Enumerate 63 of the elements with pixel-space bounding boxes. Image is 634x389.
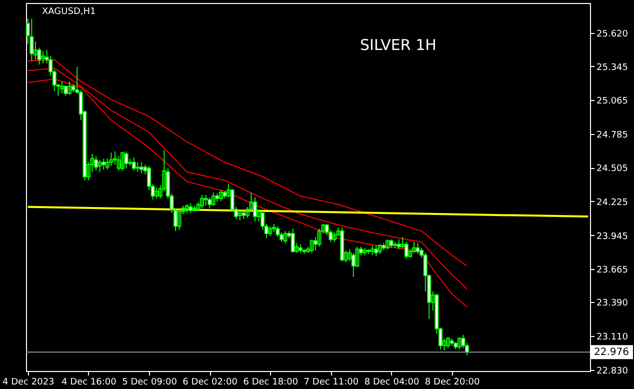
x-tick-label: 4 Dec 2023 <box>2 378 54 388</box>
candlestick <box>139 162 144 174</box>
y-tick-label: 25.345 <box>596 62 628 73</box>
y-tick-label: 25.065 <box>596 96 628 107</box>
y-tick-label: 24.785 <box>596 130 628 140</box>
candlestick <box>412 241 416 254</box>
candlestick <box>64 86 68 96</box>
candlestick <box>238 210 242 221</box>
candlestick <box>132 156 136 172</box>
candlestick <box>116 156 121 172</box>
candlestick <box>310 238 314 254</box>
candlestick <box>374 245 378 257</box>
candlestick <box>41 50 46 64</box>
candlestick <box>290 228 295 254</box>
candlestick <box>204 194 208 206</box>
y-tick-label: 25.620 <box>596 30 628 40</box>
candlestick <box>154 187 159 199</box>
candlestick <box>253 196 258 222</box>
candlestick <box>60 80 64 94</box>
y-tick-label: 23.390 <box>596 298 628 309</box>
y-tick-label: 22.830 <box>596 366 628 376</box>
candlestick <box>378 244 382 254</box>
y-tick-label: 23.110 <box>596 332 628 343</box>
y-tick-label: 24.505 <box>596 164 628 174</box>
candlestick <box>109 152 114 166</box>
candlestick <box>98 159 102 172</box>
candlestick <box>457 336 462 350</box>
candlestick <box>30 18 34 62</box>
candlestick <box>136 162 140 172</box>
candlestick <box>283 230 288 244</box>
candlestick <box>276 226 280 238</box>
candlestick <box>68 80 72 96</box>
y-tick-label: 23.945 <box>596 232 628 242</box>
candlestick <box>416 242 420 254</box>
x-tick-label: 8 Dec 20:00 <box>424 378 480 388</box>
candlestick <box>446 336 450 349</box>
candlestick <box>102 158 106 170</box>
x-tick-label: 8 Dec 04:00 <box>364 378 420 388</box>
candlestick <box>94 156 98 172</box>
candlestick <box>208 196 212 209</box>
chart-title: XAGUSD,H1 <box>42 7 96 17</box>
y-tick-label: 23.665 <box>596 266 628 276</box>
x-tick-label: 5 Dec 09:00 <box>122 378 178 388</box>
candlestick <box>370 245 374 256</box>
candlestick <box>218 190 223 202</box>
candlestick <box>385 238 390 250</box>
candlestick <box>332 232 336 242</box>
candlestick <box>317 228 322 248</box>
ref-line-label: 22.976 <box>594 347 629 358</box>
x-tick-label: 7 Dec 11:00 <box>304 378 359 388</box>
y-tick-label: 24.225 <box>596 198 628 208</box>
candlestick <box>120 152 125 172</box>
candlestick <box>177 208 182 230</box>
candlestick <box>211 192 216 206</box>
candlestick <box>124 150 128 169</box>
annotation: SILVER 1H <box>360 36 436 54</box>
candlestick <box>268 226 272 236</box>
candlestick <box>200 194 204 209</box>
x-tick-label: 4 Dec 16:00 <box>62 378 117 388</box>
candlestick <box>404 241 408 260</box>
candlestick <box>188 202 193 214</box>
x-tick-label: 6 Dec 02:00 <box>182 378 238 388</box>
x-tick-label: 6 Dec 18:00 <box>243 378 298 388</box>
